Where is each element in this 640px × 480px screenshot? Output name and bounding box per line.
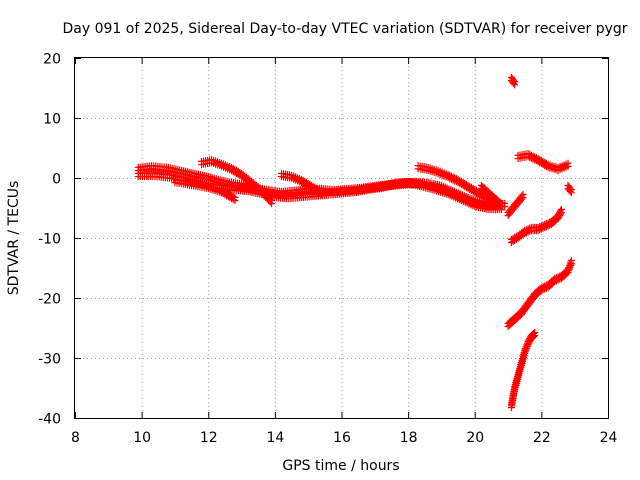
y-tick-label: 0 — [52, 172, 61, 188]
data-point — [526, 338, 534, 346]
plot-frame — [74, 57, 609, 419]
data-point — [526, 227, 534, 235]
data-point — [542, 223, 550, 231]
axis-ticks — [75, 58, 609, 419]
data-point — [554, 276, 562, 284]
data-marks — [134, 73, 575, 412]
grid-lines — [75, 58, 608, 418]
data-point — [511, 81, 519, 89]
x-tick-label: 24 — [600, 430, 618, 446]
data-point — [537, 287, 545, 295]
data-point — [544, 222, 552, 230]
series-track-l — [507, 205, 565, 247]
x-tick-label: 12 — [200, 430, 218, 446]
chart-title: Day 091 of 2025, Sidereal Day-to-day VTE… — [62, 21, 627, 37]
y-tick-label: -20 — [38, 292, 61, 308]
x-tick-label: 14 — [266, 430, 284, 446]
series-track-h — [507, 73, 519, 89]
data-point — [557, 210, 565, 218]
series-track-i — [514, 150, 572, 175]
y-tick-label: 20 — [43, 52, 61, 68]
data-point — [551, 278, 559, 286]
y-tick-label: -40 — [38, 412, 61, 428]
x-tick-label: 16 — [333, 430, 351, 446]
data-point — [536, 226, 544, 234]
data-point — [567, 189, 575, 197]
data-point — [539, 286, 547, 294]
data-point — [556, 212, 564, 220]
x-tick-label: 22 — [533, 430, 551, 446]
x-tick-label: 18 — [400, 430, 418, 446]
data-point — [557, 209, 565, 217]
data-point — [268, 200, 276, 208]
series-track-e — [171, 175, 239, 205]
series-track-n — [507, 328, 539, 412]
data-point — [531, 332, 539, 340]
x-axis-title: GPS time / hours — [282, 458, 399, 474]
data-point — [524, 341, 532, 349]
data-point — [541, 224, 549, 232]
data-point — [552, 277, 560, 285]
x-tick-label: 10 — [133, 430, 151, 446]
data-point — [530, 333, 538, 341]
y-tick-label: 10 — [43, 112, 61, 128]
y-tick-label: -10 — [38, 232, 61, 248]
data-point — [567, 260, 575, 268]
x-tick-label: 20 — [466, 430, 484, 446]
data-point — [564, 162, 572, 170]
data-point — [554, 215, 562, 223]
series-track-c — [198, 156, 276, 208]
tick-labels: 8 10 12 14 16 18 20 22 24 -40 -30 -20 -10 0 10 20 — [38, 52, 617, 447]
data-point — [518, 195, 526, 203]
data-point — [534, 227, 542, 235]
data-point — [497, 203, 505, 211]
y-tick-label: -30 — [38, 352, 61, 368]
data-point — [539, 224, 547, 232]
x-tick-label: 8 — [71, 430, 80, 446]
series-track-j — [564, 181, 575, 197]
data-point — [266, 198, 274, 206]
data-point — [555, 213, 563, 221]
data-point — [231, 197, 239, 205]
data-point — [522, 229, 530, 237]
series-track-f — [414, 162, 502, 209]
data-point — [519, 194, 527, 202]
data-point — [541, 285, 549, 293]
series-track-g — [477, 181, 505, 211]
data-point — [318, 191, 326, 199]
series-track-m — [504, 256, 575, 331]
data-point — [524, 228, 532, 236]
y-axis-title: SDTVAR / TECUs — [6, 181, 22, 296]
series-track-d — [278, 169, 326, 199]
data-point — [521, 230, 529, 238]
data-point — [537, 225, 545, 233]
data-point — [525, 339, 533, 347]
series-track-k — [504, 190, 527, 220]
